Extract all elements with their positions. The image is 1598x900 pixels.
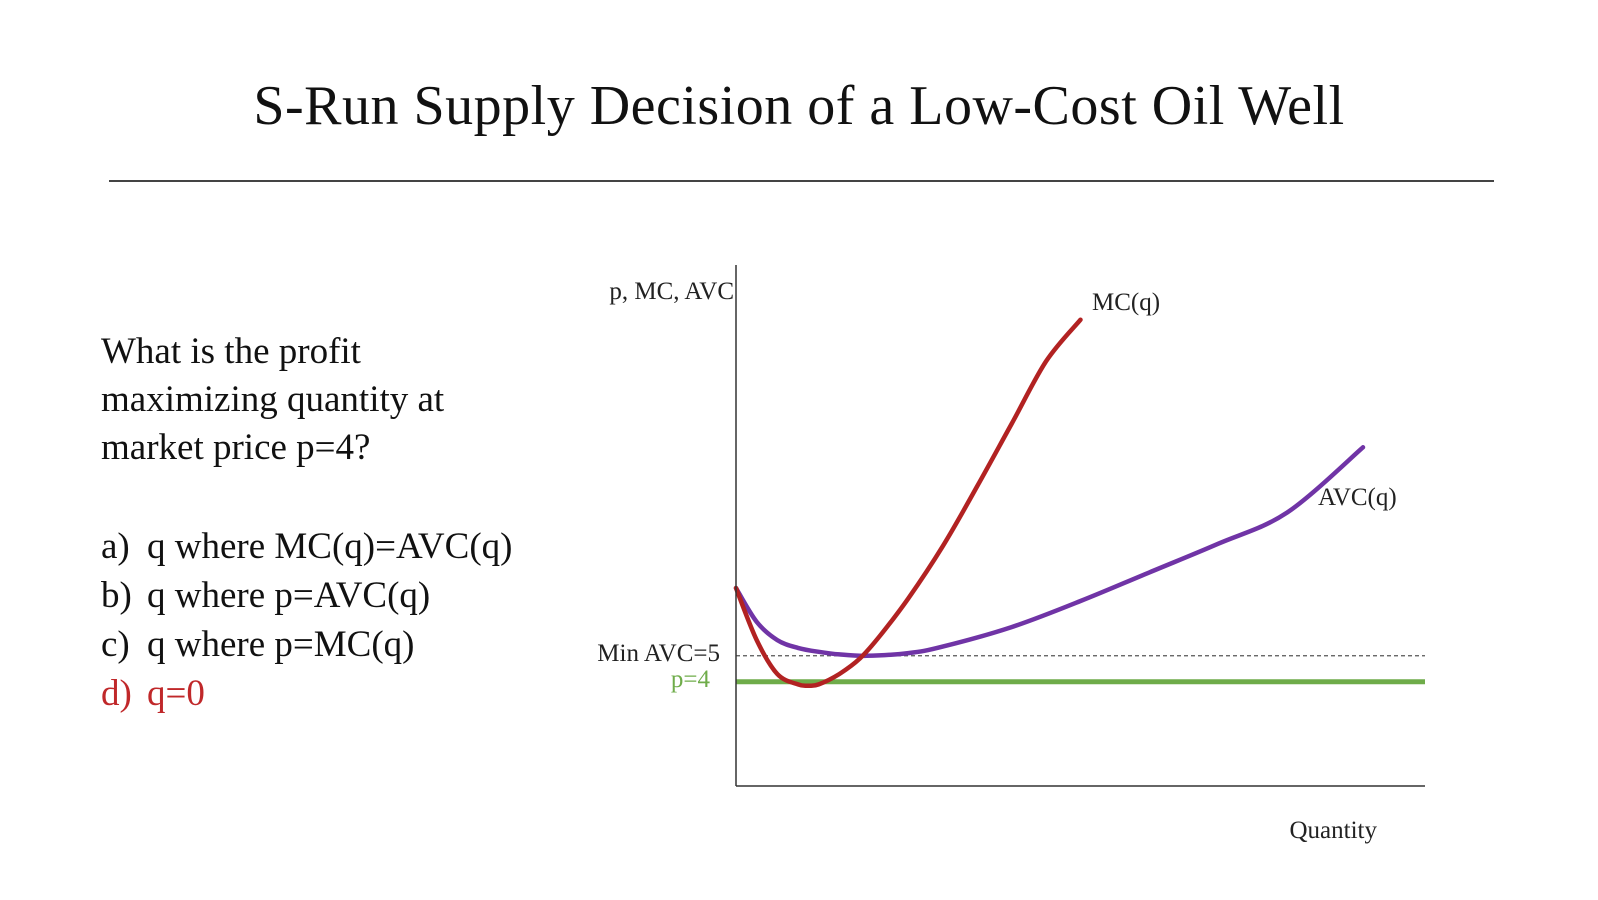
avc-curve	[733, 445, 1366, 659]
option-c: c) q where p=MC(q)	[101, 620, 512, 669]
option-letter: a)	[101, 526, 130, 567]
question-line: market price p=4?	[101, 427, 371, 468]
avc-curve-label: AVC(q)	[1318, 484, 1397, 511]
option-text: q where MC(q)=AVC(q)	[147, 526, 513, 567]
price-label: p=4	[671, 666, 711, 693]
title-divider	[109, 180, 1494, 182]
y-axis-label: p, MC, AVC	[609, 278, 734, 305]
option-letter: c)	[101, 624, 130, 665]
question-line: What is the profit	[101, 331, 361, 372]
min-avc-label: Min AVC=5	[597, 640, 720, 667]
option-a: a) q where MC(q)=AVC(q)	[101, 522, 512, 571]
question-line: maximizing quantity at	[101, 379, 445, 420]
option-letter: b)	[101, 575, 132, 616]
mc-curve	[733, 317, 1083, 689]
mc-curve-label: MC(q)	[1092, 289, 1160, 316]
option-letter: d)	[101, 673, 132, 714]
question-text: What is the profit maximizing quantity a…	[101, 328, 561, 472]
answer-options: a) q where MC(q)=AVC(q) b) q where p=AVC…	[101, 522, 512, 718]
x-axis-label: Quantity	[1290, 817, 1378, 844]
slide-title: S-Run Supply Decision of a Low-Cost Oil …	[253, 75, 1345, 137]
option-text: q where p=AVC(q)	[147, 575, 431, 616]
option-text: q=0	[147, 673, 205, 714]
option-text: q where p=MC(q)	[147, 624, 415, 665]
option-d: d) q=0	[101, 669, 512, 718]
option-b: b) q where p=AVC(q)	[101, 571, 512, 620]
